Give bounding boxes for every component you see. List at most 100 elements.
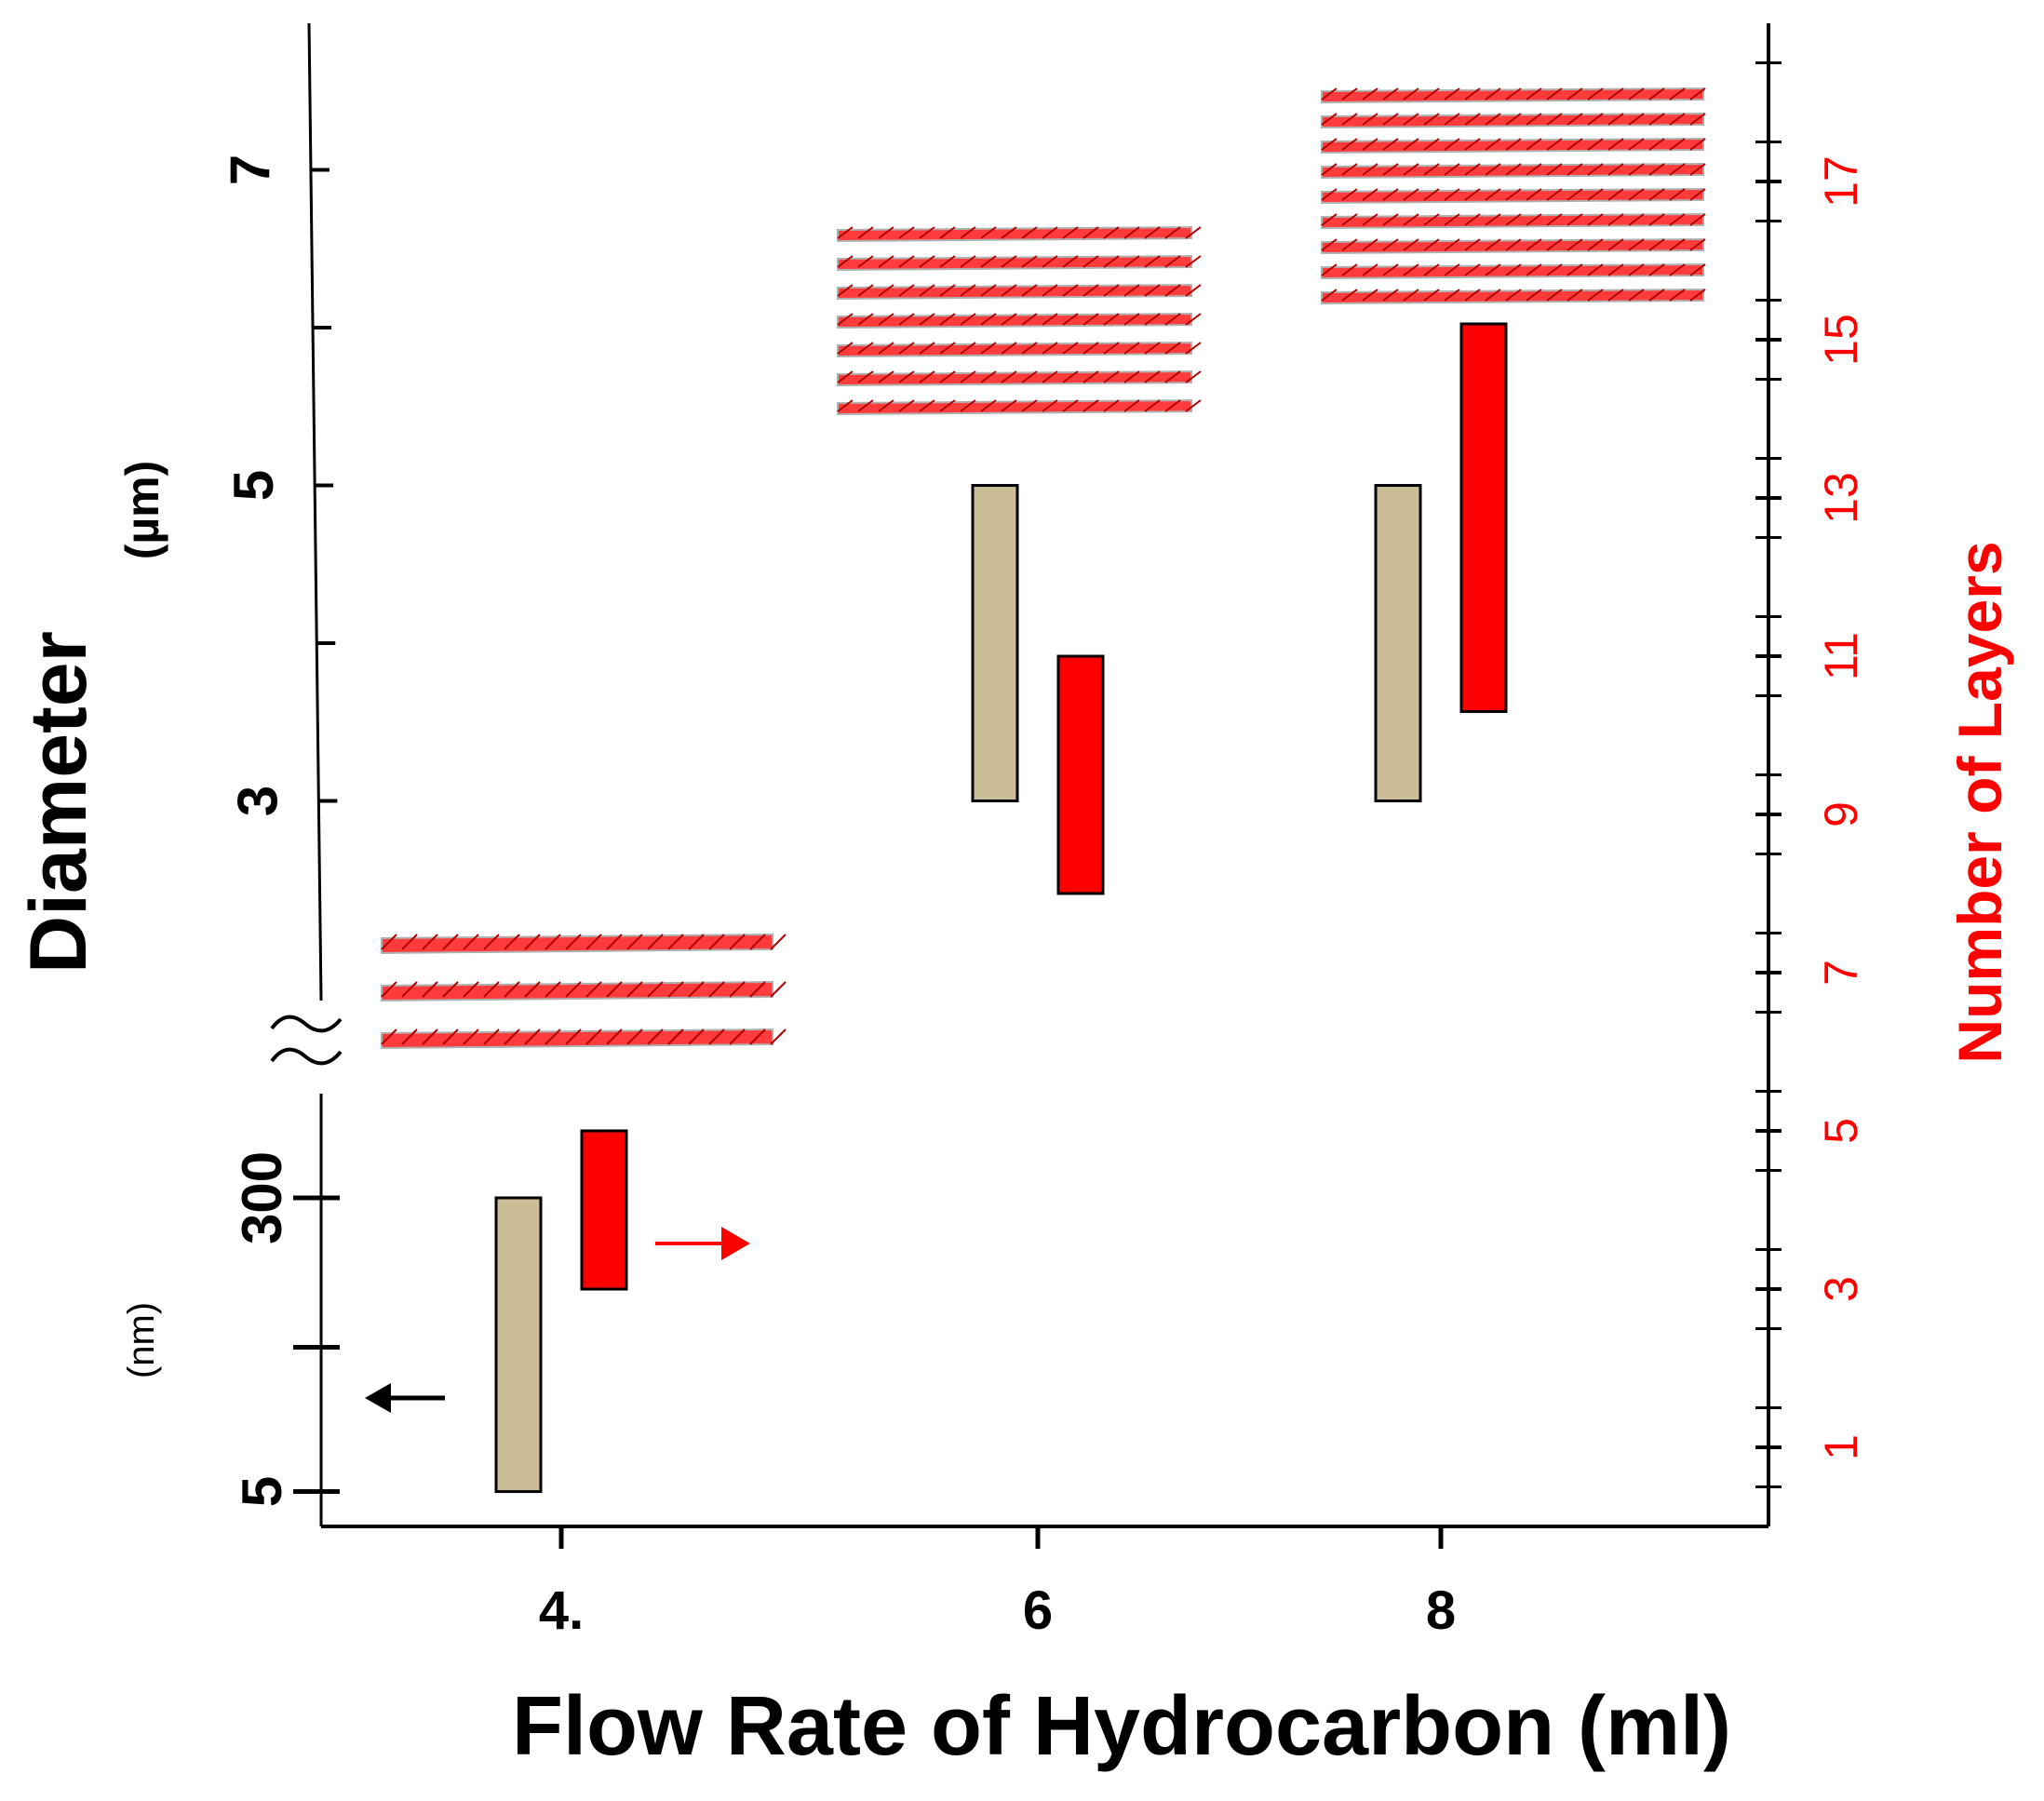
layer-stack-9 — [1321, 87, 1706, 305]
lattice-hatch — [1689, 263, 1706, 276]
lattice-hatch — [565, 934, 582, 950]
lattice-hatch — [585, 934, 602, 950]
lattice-hatch — [1505, 289, 1522, 302]
right-tick-label: 13 — [1815, 472, 1867, 524]
lattice-hatch — [1587, 213, 1604, 226]
lattice-hatch — [837, 255, 854, 268]
lattice-hatch — [1567, 238, 1583, 251]
lattice-hatch — [1587, 87, 1604, 101]
lattice-hatch — [1164, 342, 1181, 355]
lattice-hatch — [1185, 226, 1202, 239]
lattice-hatch — [1321, 213, 1338, 226]
lattice-hatch — [857, 226, 874, 239]
lattice-hatch — [1628, 188, 1645, 201]
lattice-hatch — [1526, 87, 1542, 101]
right-tick-label: 15 — [1815, 314, 1867, 366]
lattice-hatch — [1648, 188, 1665, 201]
lattice-hatch — [1001, 255, 1017, 268]
lattice-hatch — [1062, 399, 1079, 412]
lattice-hatch — [898, 370, 915, 383]
axes — [270, 22, 1782, 1549]
lattice-hatch — [1567, 163, 1583, 176]
lattice-hatch — [1403, 87, 1419, 101]
lattice-hatch — [878, 284, 894, 297]
lattice-hatch — [1144, 399, 1161, 412]
right-tick-label: 1 — [1815, 1434, 1867, 1460]
lattice-hatch — [1689, 87, 1706, 101]
lattice-hatch — [939, 226, 956, 239]
lattice-hatch — [1689, 188, 1706, 201]
right-tick-label: 7 — [1815, 960, 1867, 986]
lattice-hatch — [1341, 188, 1358, 201]
lattice-hatch — [1464, 263, 1481, 276]
lattice-hatch — [545, 981, 561, 998]
lattice-hatch — [1423, 238, 1440, 251]
lattice-hatch — [565, 1028, 582, 1045]
lattice-hatch — [1403, 163, 1419, 176]
lattice-hatch — [1669, 238, 1686, 251]
lattice-hatch — [1567, 263, 1583, 276]
lattice-hatch — [878, 226, 894, 239]
lattice-hatch — [749, 1028, 766, 1045]
lattice-hatch — [1001, 399, 1017, 412]
lattice-hatch — [1505, 213, 1522, 226]
lattice-hatch — [626, 1028, 643, 1045]
x-axis-title: Flow Rate of Hydrocarbon (ml) — [512, 1680, 1731, 1773]
lattice-hatch — [1185, 255, 1202, 268]
lattice-hatch — [1185, 370, 1202, 383]
lattice-hatch — [1526, 289, 1542, 302]
lattice-hatch — [1042, 226, 1058, 239]
lattice-hatch — [919, 399, 935, 412]
lattice-hatch — [770, 934, 787, 950]
lattice-hatch — [708, 1028, 725, 1045]
lattice-hatch — [1164, 313, 1181, 326]
lattice-hatch — [1485, 138, 1501, 151]
lattice-hatch — [1587, 238, 1604, 251]
lattice-hatch — [939, 313, 956, 326]
lattice-hatch — [1505, 188, 1522, 201]
lattice-hatch — [708, 981, 725, 998]
lattice-hatch — [1567, 289, 1583, 302]
lattice-hatch — [1123, 342, 1140, 355]
lattice-hatch — [1607, 188, 1624, 201]
lattice-hatch — [1103, 284, 1120, 297]
left-axis-upper-line — [307, 22, 323, 1001]
lattice-hatch — [1505, 87, 1522, 101]
lattice-hatch — [1021, 342, 1038, 355]
lattice-hatch — [1321, 289, 1338, 302]
lattice-hatch — [1546, 163, 1563, 176]
right-axis-arrowhead — [721, 1227, 750, 1260]
lattice-hatch — [939, 255, 956, 268]
lattice-hatch — [1587, 138, 1604, 151]
lattice-hatch — [1403, 188, 1419, 201]
lattice-hatch — [1628, 138, 1645, 151]
lattice-hatch — [1341, 87, 1358, 101]
lattice-hatch — [1362, 238, 1378, 251]
lattice-hatch — [1382, 263, 1399, 276]
lattice-hatch — [939, 284, 956, 297]
lattice-hatch — [647, 981, 664, 998]
lattice-hatch — [1042, 399, 1058, 412]
lattice-hatch — [857, 284, 874, 297]
lattice-hatch — [1083, 342, 1099, 355]
lattice-hatch — [1607, 163, 1624, 176]
lattice-hatch — [1103, 226, 1120, 239]
lattice-hatch — [626, 934, 643, 950]
layers-bar — [1056, 654, 1105, 895]
lattice-hatch — [1648, 238, 1665, 251]
lattice-hatch — [878, 370, 894, 383]
lattice-hatch — [898, 342, 915, 355]
lattice-hatch — [1341, 238, 1358, 251]
lattice-hatch — [1607, 289, 1624, 302]
lattice-hatch — [837, 284, 854, 297]
lattice-hatch — [1042, 284, 1058, 297]
lattice-hatch — [898, 226, 915, 239]
layer-stack-3 — [381, 933, 787, 1050]
lattice-hatch — [1362, 138, 1378, 151]
lattice-hatch — [837, 399, 854, 412]
lattice-hatch — [837, 313, 854, 326]
lattice-hatch — [1444, 138, 1460, 151]
lattice-hatch — [729, 1028, 746, 1045]
